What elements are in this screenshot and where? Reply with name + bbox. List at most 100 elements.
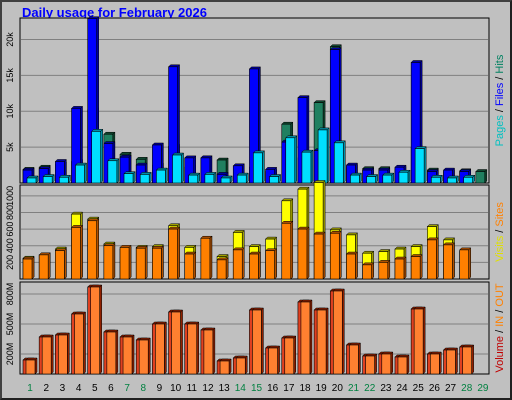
pages-bar-1 [26,177,37,184]
visits-bar-21-top [345,232,359,236]
sites-bar-9 [152,247,162,280]
sites-bar-14-side [241,247,245,280]
sites-bar-27-top [442,242,456,246]
volume-in-bar-16 [268,347,278,375]
volume-in-bar-19 [316,309,327,375]
files-bar-21-top [345,162,359,166]
sites-bar-7-side [128,244,132,280]
volume-in-bar-27 [446,349,456,375]
xtick-label-7: 7 [124,383,130,394]
sites-bar-25 [410,256,421,280]
ytick-label-2-2: 600 [5,222,15,237]
pages-bar-25-top [414,146,427,149]
ylabel-part-1-3: / [494,74,506,83]
hits-bar-8-top [135,157,148,160]
pages-bar-15 [253,152,263,184]
visits-bar-24-top [394,246,407,250]
volume-in-bar-3-side [67,332,70,375]
pages-bar-7 [123,173,134,184]
ylabel-part-1-0: Pages [494,115,506,147]
volume-in-bar-9 [155,323,165,375]
volume-in-bar-18 [300,301,311,375]
visits-bar-16-top [264,236,278,240]
xtick-label-2: 2 [43,383,49,394]
files-bar-8-top [135,162,148,166]
files-bar-27-top [442,167,456,171]
volume-in-bar-7 [122,336,133,375]
pages-bar-10-top [171,152,185,156]
pages-bar-3 [59,176,69,184]
hits-bar-7-top [119,152,132,155]
volume-in-bar-5 [90,286,100,375]
xtick-label-9: 9 [157,383,163,394]
sites-bar-15 [249,253,259,280]
pages-bar-17 [285,137,296,184]
chart-title: Daily usage for February 2026 [22,5,207,20]
volume-in-bar-25 [413,308,424,375]
pages-bar-18 [301,151,312,184]
sites-bar-9-side [161,245,164,280]
sites-bar-2 [38,254,49,280]
volume-in-bar-10-side [180,309,183,375]
pages-bar-9-side [165,167,168,184]
xtick-label-21: 21 [348,383,360,394]
files-bar-2-top [38,166,51,169]
xtick-label-19: 19 [316,383,328,394]
files-bar-24-top [394,164,407,168]
pages-bar-28-top [463,175,476,178]
sites-bar-7 [119,247,130,280]
files-bar-12-top [200,155,213,159]
visits-bar-20-top [329,227,342,231]
volume-in-bar-20 [332,290,343,375]
ytick-label-1-0: 5k [5,142,15,152]
pages-bar-9 [156,169,166,184]
pages-bar-17-top [285,135,298,139]
sites-bar-12-side [209,235,213,280]
volume-in-bar-28 [462,346,472,375]
volume-in-bar-12 [203,329,214,375]
xtick-label-17: 17 [283,383,295,394]
files-bar-26-top [426,169,439,172]
ylabel-3: Volume / IN / OUT [494,283,506,373]
visits-bar-13-top [216,254,229,257]
sites-bar-21-top [345,251,359,255]
pages-bar-2 [42,176,53,184]
ylabel-part-1-1: / [494,106,506,115]
ytick-label-1-3: 20k [5,32,15,47]
volume-in-bar-14 [235,357,246,375]
sites-bar-12-top [200,235,213,239]
pages-bar-5 [91,131,101,184]
xtick-label-12: 12 [202,383,214,394]
hits-bar-17-top [281,121,294,125]
sites-bar-19 [313,233,324,280]
sites-bar-1 [22,258,33,280]
pages-bar-26 [431,176,441,184]
visits-bar-15-top [248,244,262,247]
pages-bar-6-side [116,158,120,184]
sites-bar-5 [87,220,97,280]
pages-bar-10-side [181,152,184,184]
files-bar-10-top [167,64,181,68]
pages-bar-21 [350,174,360,184]
pages-bar-15-top [252,150,266,154]
volume-in-bar-7-side [131,334,135,375]
sites-bar-8-top [135,245,148,249]
pages-bar-24-top [398,169,411,173]
xtick-label-15: 15 [251,383,263,394]
xtick-label-22: 22 [364,383,376,394]
xtick-label-11: 11 [187,383,198,394]
sites-bar-17-top [281,221,294,224]
sites-bar-4-side [80,224,83,280]
ytick-label-3-0: 200M [5,343,15,366]
volume-in-bar-23 [381,353,392,375]
xtick-label-20: 20 [332,383,344,394]
sites-bar-21 [346,253,356,280]
volume-in-bar-17 [284,337,295,375]
sites-bar-11-top [184,251,197,255]
volume-in-bar-10 [171,311,181,375]
sites-bar-27 [443,244,453,280]
ylabel-part-3-1: / [494,327,506,336]
sites-bar-14-top [232,247,245,251]
volume-in-bar-2 [41,336,52,375]
